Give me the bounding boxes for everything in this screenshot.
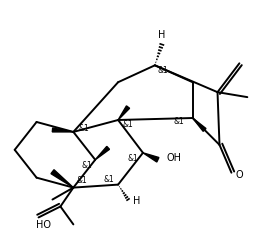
Text: OH: OH bbox=[167, 153, 182, 163]
Text: H: H bbox=[133, 196, 140, 206]
Text: &1: &1 bbox=[122, 120, 133, 129]
Text: &1: &1 bbox=[158, 66, 169, 75]
Polygon shape bbox=[118, 106, 130, 120]
Polygon shape bbox=[143, 153, 159, 162]
Text: &1: &1 bbox=[81, 161, 92, 170]
Text: &1: &1 bbox=[127, 154, 138, 163]
Text: &1: &1 bbox=[174, 118, 185, 126]
Text: HO: HO bbox=[36, 220, 51, 230]
Polygon shape bbox=[51, 170, 73, 188]
Text: O: O bbox=[235, 170, 243, 180]
Text: &1: &1 bbox=[78, 124, 89, 134]
Polygon shape bbox=[95, 146, 110, 160]
Text: H: H bbox=[158, 30, 166, 40]
Polygon shape bbox=[52, 128, 73, 132]
Text: &1: &1 bbox=[76, 176, 87, 185]
Polygon shape bbox=[193, 118, 206, 131]
Text: &1: &1 bbox=[103, 175, 114, 184]
